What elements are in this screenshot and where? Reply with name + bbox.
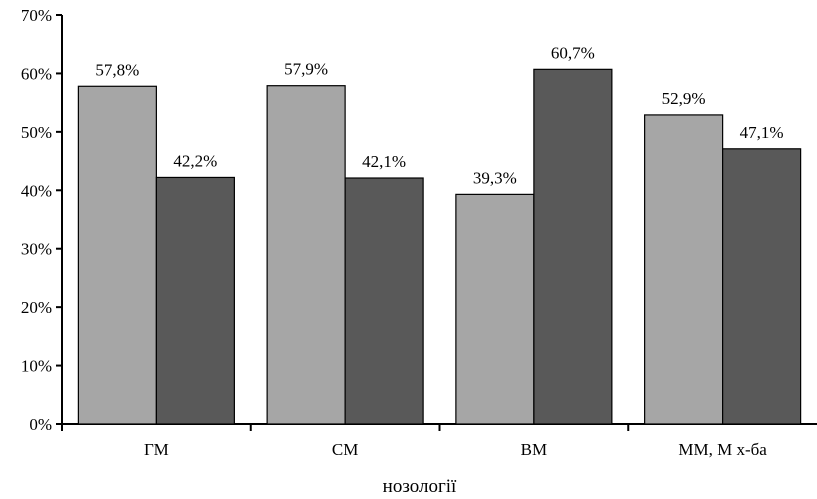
bar (644, 114, 724, 425)
y-tick-label: 30% (21, 240, 52, 259)
bar (155, 176, 235, 425)
bar (533, 68, 613, 425)
category-label: СМ (332, 440, 358, 459)
bars (77, 68, 802, 425)
data-label: 60,7% (551, 43, 595, 62)
category-label: ГМ (144, 440, 169, 459)
data-label: 47,1% (740, 123, 784, 142)
bar (722, 148, 802, 425)
bar (266, 85, 346, 425)
y-axis: 0% 10% 20% 30% 40% 50% 60% 70% (21, 6, 63, 434)
data-label: 57,8% (95, 60, 139, 79)
y-tick-label: 70% (21, 6, 52, 25)
x-axis: ГМ СМ ВМ ММ, М х-ба (61, 423, 817, 459)
data-label: 52,9% (662, 89, 706, 108)
x-axis-title: нозології (383, 476, 457, 497)
bar (455, 193, 535, 425)
bar (344, 177, 424, 425)
category-label: ВМ (521, 440, 547, 459)
data-label: 42,1% (362, 152, 406, 171)
data-label: 39,3% (473, 168, 517, 187)
category-label: ММ, М х-ба (678, 440, 767, 459)
data-label: 57,9% (284, 60, 328, 79)
y-tick-label: 10% (21, 357, 52, 376)
data-labels: 57,8% 42,2% 57,9% 42,1% 39,3% 60,7% 52,9% 47,1% (95, 43, 783, 187)
y-tick-label: 60% (21, 64, 52, 83)
data-label: 42,2% (173, 151, 217, 170)
y-tick-label: 40% (21, 181, 52, 200)
y-tick-label: 20% (21, 298, 52, 317)
bar (77, 85, 157, 425)
y-tick-label: 50% (21, 123, 52, 142)
y-tick-label: 0% (29, 415, 52, 434)
